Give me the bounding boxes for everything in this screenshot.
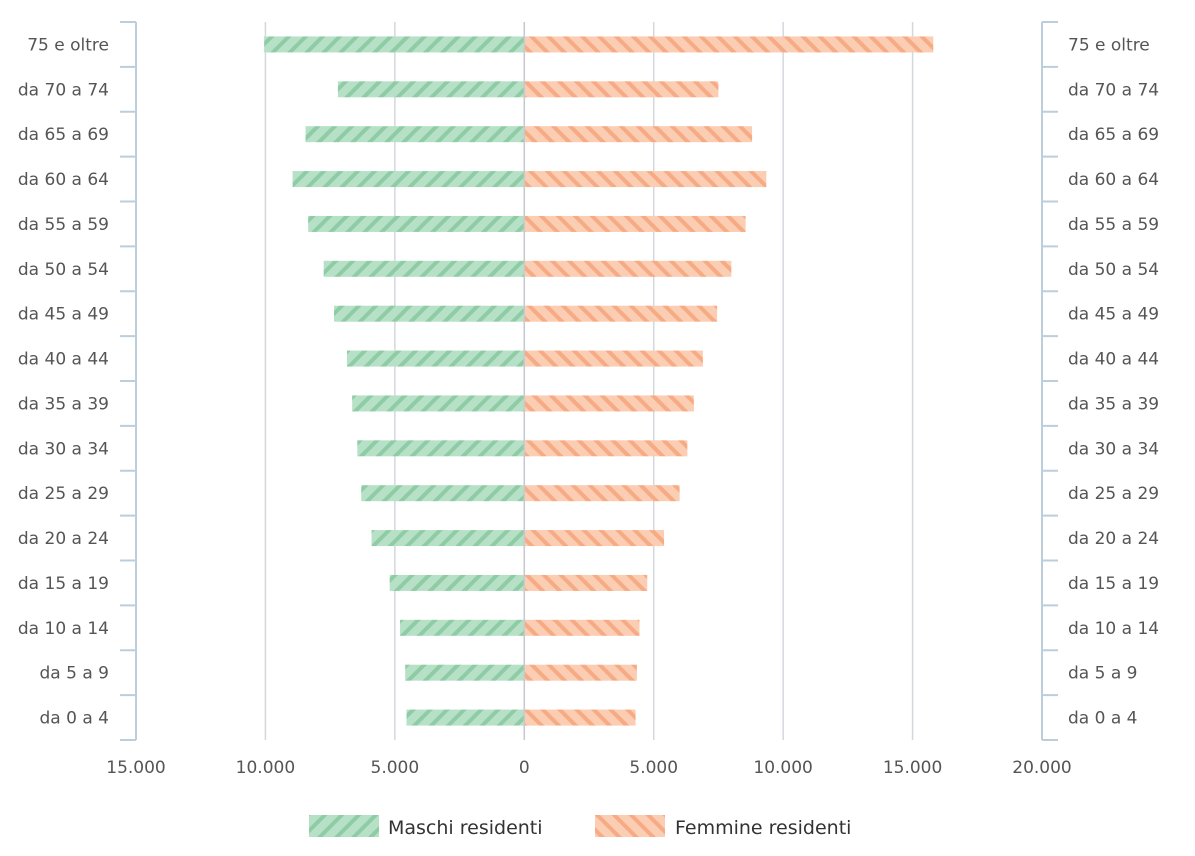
female-bar[interactable] xyxy=(524,530,665,547)
male-bar[interactable] xyxy=(264,36,525,53)
female-bar[interactable] xyxy=(524,36,934,53)
x-tick-label: 0 xyxy=(519,758,530,778)
x-tick-label: 20.000 xyxy=(1012,758,1071,778)
bars xyxy=(264,22,934,740)
category-label-left: da 25 a 29 xyxy=(18,484,109,504)
male-bar[interactable] xyxy=(323,260,525,277)
category-label-left: da 55 a 59 xyxy=(18,215,109,235)
category-label-right: da 20 a 24 xyxy=(1068,529,1159,549)
category-label-right: da 10 a 14 xyxy=(1068,619,1159,639)
category-label-right: 75 e oltre xyxy=(1068,35,1150,55)
female-bar[interactable] xyxy=(524,126,753,143)
male-bar[interactable] xyxy=(371,530,525,547)
category-label-left: da 30 a 34 xyxy=(18,439,109,459)
male-bar[interactable] xyxy=(405,664,525,681)
female-bar[interactable] xyxy=(524,619,640,636)
x-tick-label: 10.000 xyxy=(753,758,812,778)
legend[interactable]: Maschi residenti Femmine residenti xyxy=(309,815,851,839)
female-bar[interactable] xyxy=(524,215,746,232)
female-bar[interactable] xyxy=(524,350,703,367)
category-label-left: da 50 a 54 xyxy=(18,260,109,280)
category-label-right: da 30 a 34 xyxy=(1068,439,1159,459)
male-bar[interactable] xyxy=(400,619,525,636)
female-bar[interactable] xyxy=(524,664,637,681)
x-tick-label: 15.000 xyxy=(883,758,942,778)
legend-swatch xyxy=(595,815,665,837)
y-axes xyxy=(120,21,1058,741)
category-label-left: da 35 a 39 xyxy=(18,394,109,414)
category-label-right: da 35 a 39 xyxy=(1068,394,1159,414)
category-label-right: da 45 a 49 xyxy=(1068,305,1159,325)
legend-label: Maschi residenti xyxy=(388,817,543,839)
male-bar[interactable] xyxy=(357,440,525,457)
male-bar[interactable] xyxy=(305,126,525,143)
female-bar[interactable] xyxy=(524,305,718,322)
category-label-right: da 65 a 69 xyxy=(1068,125,1159,145)
category-label-right: da 70 a 74 xyxy=(1068,80,1159,100)
category-label-right: da 40 a 44 xyxy=(1068,350,1159,370)
male-bar[interactable] xyxy=(361,485,525,502)
male-bar[interactable] xyxy=(308,215,525,232)
category-labels: 75 e oltre 75 e oltre da 70 a 74 da 70 a 74… xyxy=(18,35,1159,728)
female-bar[interactable] xyxy=(524,260,732,277)
category-label-right: da 0 a 4 xyxy=(1068,709,1137,729)
female-bar[interactable] xyxy=(524,709,636,726)
category-label-right: da 25 a 29 xyxy=(1068,484,1159,504)
male-bar[interactable] xyxy=(334,305,525,322)
category-label-left: 75 e oltre xyxy=(27,35,109,55)
legend-label: Femmine residenti xyxy=(675,817,851,839)
category-label-right: da 60 a 64 xyxy=(1068,170,1159,190)
x-tick-label: 5.000 xyxy=(629,758,678,778)
x-axis-tick-labels: 15.000 10.000 5.000 0 5.000 10.000 15.000 20.00… xyxy=(106,758,1071,778)
category-label-left: da 5 a 9 xyxy=(40,664,109,684)
x-tick-label: 5.000 xyxy=(371,758,420,778)
category-label-right: da 5 a 9 xyxy=(1068,664,1137,684)
category-label-left: da 45 a 49 xyxy=(18,305,109,325)
legend-swatch xyxy=(309,815,379,837)
female-bar[interactable] xyxy=(524,171,767,188)
category-label-right: da 50 a 54 xyxy=(1068,260,1159,280)
female-bar[interactable] xyxy=(524,485,680,502)
male-bar[interactable] xyxy=(389,574,525,591)
category-label-right: da 55 a 59 xyxy=(1068,215,1159,235)
male-bar[interactable] xyxy=(337,81,525,98)
category-label-left: da 65 a 69 xyxy=(18,125,109,145)
male-bar[interactable] xyxy=(406,709,525,726)
category-label-left: da 10 a 14 xyxy=(18,619,109,639)
x-tick-label: 10.000 xyxy=(236,758,295,778)
category-label-left: da 70 a 74 xyxy=(18,80,109,100)
category-label-left: da 60 a 64 xyxy=(18,170,109,190)
legend-item-female[interactable]: Femmine residenti xyxy=(595,815,851,839)
female-bar[interactable] xyxy=(524,440,688,457)
male-bar[interactable] xyxy=(346,350,525,367)
male-bar[interactable] xyxy=(352,395,525,412)
category-label-right: da 15 a 19 xyxy=(1068,574,1159,594)
x-tick-label: 15.000 xyxy=(106,758,165,778)
category-label-left: da 40 a 44 xyxy=(18,350,109,370)
male-bar[interactable] xyxy=(292,171,525,188)
female-bar[interactable] xyxy=(524,81,719,98)
female-bar[interactable] xyxy=(524,574,648,591)
category-label-left: da 20 a 24 xyxy=(18,529,109,549)
legend-item-male[interactable]: Maschi residenti xyxy=(309,815,543,839)
category-label-left: da 0 a 4 xyxy=(40,709,109,729)
female-bar[interactable] xyxy=(524,395,694,412)
category-label-left: da 15 a 19 xyxy=(18,574,109,594)
